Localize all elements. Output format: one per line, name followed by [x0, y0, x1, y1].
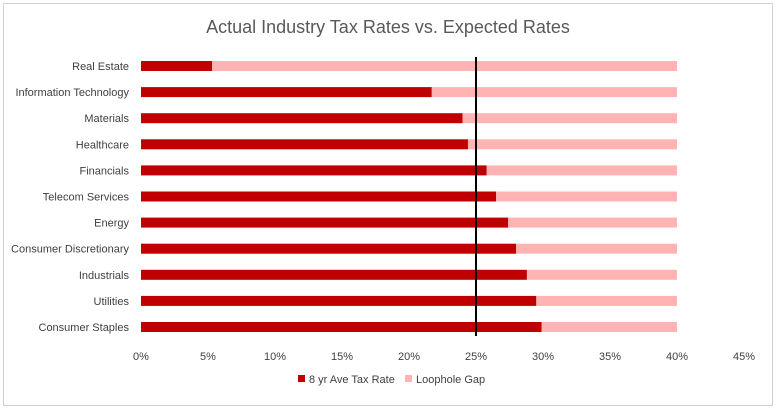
bar-tax-rate [141, 217, 509, 228]
bar-tax-rate [141, 139, 468, 150]
bar-loophole-gap [212, 61, 677, 71]
chart-title: Actual Industry Tax Rates vs. Expected R… [206, 17, 570, 37]
legend-label-tax-rate: 8 yr Ave Tax Rate [309, 374, 395, 386]
bar-tax-rate [141, 269, 527, 280]
bar-tax-rate [141, 191, 497, 202]
category-label: Energy [94, 218, 129, 230]
x-tick-label: 20% [398, 351, 420, 363]
legend-swatch-tax-rate [298, 375, 305, 382]
legend-swatch-loophole-gap [405, 375, 412, 382]
bar-loophole-gap [541, 322, 677, 332]
category-label: Utilities [94, 296, 130, 308]
bar-loophole-gap [516, 243, 677, 254]
category-label: Consumer Discretionary [11, 244, 129, 256]
x-axis-ticks: 0% 5% 10% 15% 20% 25% 30% 35% 40% 45% [133, 351, 755, 363]
bar-loophole-gap [508, 217, 677, 228]
bar-loophole-gap [462, 113, 677, 124]
bar-tax-rate [141, 322, 542, 332]
x-tick-label: 40% [666, 351, 688, 363]
category-label: Consumer Staples [39, 322, 130, 334]
bar-tax-rate [141, 295, 537, 306]
x-tick-label: 10% [264, 351, 286, 363]
bar-tax-rate [141, 87, 432, 98]
legend: 8 yr Ave Tax Rate Loophole Gap [298, 374, 485, 386]
bar-tax-rate [141, 113, 463, 124]
bar-tax-rate [141, 243, 517, 254]
bar-chart: Actual Industry Tax Rates vs. Expected R… [11, 17, 755, 386]
bar-loophole-gap [431, 87, 677, 98]
chart-frame: Actual Industry Tax Rates vs. Expected R… [3, 3, 773, 406]
x-tick-label: 45% [733, 351, 755, 363]
x-tick-label: 25% [465, 351, 487, 363]
bar-loophole-gap [536, 295, 677, 306]
category-label: Industrials [79, 270, 130, 282]
category-label: Real Estate [72, 61, 129, 73]
category-label: Information Technology [15, 87, 129, 99]
category-label: Healthcare [76, 139, 129, 151]
x-tick-label: 30% [532, 351, 554, 363]
bar-tax-rate [141, 61, 213, 71]
bars-group [141, 61, 677, 332]
category-label: Telecom Services [43, 192, 130, 204]
category-labels: Real Estate Information Technology Materia… [11, 61, 129, 334]
legend-label-loophole-gap: Loophole Gap [416, 374, 485, 386]
bar-loophole-gap [496, 191, 677, 202]
x-tick-label: 5% [200, 351, 216, 363]
x-tick-label: 0% [133, 351, 149, 363]
x-tick-label: 15% [331, 351, 353, 363]
category-label: Materials [84, 113, 129, 125]
bar-tax-rate [141, 165, 487, 176]
x-tick-label: 35% [599, 351, 621, 363]
bar-loophole-gap [526, 269, 677, 280]
bar-loophole-gap [467, 139, 677, 150]
bar-loophole-gap [486, 165, 677, 176]
category-label: Financials [79, 165, 129, 177]
